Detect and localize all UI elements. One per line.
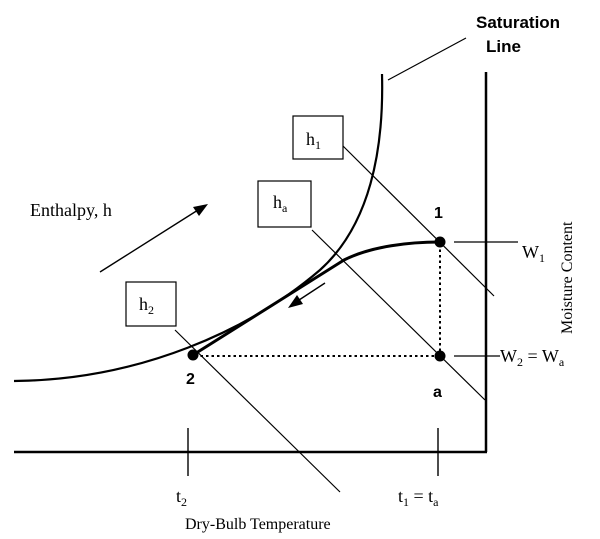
enthalpy-line-h2 xyxy=(174,329,341,493)
drybulb-axis-label: Dry-Bulb Temperature xyxy=(185,516,331,533)
saturation-label-1: Saturation xyxy=(476,13,560,32)
saturation-curve xyxy=(13,73,384,383)
box-h2 xyxy=(125,281,177,327)
enthalpy-line-ha xyxy=(311,229,486,401)
box-h1 xyxy=(292,115,344,160)
state-point-1 xyxy=(434,236,446,248)
point-label-2: 2 xyxy=(186,371,195,388)
state-point-a xyxy=(434,350,446,362)
process-direction-line xyxy=(295,282,326,303)
point-label-a: a xyxy=(433,384,442,401)
moisture-axis-label: Moisture Content xyxy=(559,221,576,334)
enthalpy-label: Enthalpy, h xyxy=(30,200,112,220)
process-arrowhead xyxy=(288,295,303,308)
saturation-label-2: Line xyxy=(486,37,521,56)
state-point-2 xyxy=(187,349,199,361)
t2-label: t2 xyxy=(176,486,187,509)
t1-ta-label: t1 = ta xyxy=(398,486,439,509)
box-h1-label: h1 xyxy=(306,129,321,152)
enthalpy-line-h1 xyxy=(342,145,495,297)
w2-wa-label: W2 = Wa xyxy=(500,346,565,369)
point-label-1: 1 xyxy=(434,205,443,222)
process-curve xyxy=(192,240,441,357)
w1-label: W1 xyxy=(522,242,545,265)
box-ha-label: ha xyxy=(273,192,288,215)
saturation-leader xyxy=(387,37,467,81)
box-h2-label: h2 xyxy=(139,294,154,317)
enthalpy-direction-line xyxy=(99,209,199,273)
box-ha xyxy=(257,180,312,228)
enthalpy-arrowhead xyxy=(193,204,208,216)
